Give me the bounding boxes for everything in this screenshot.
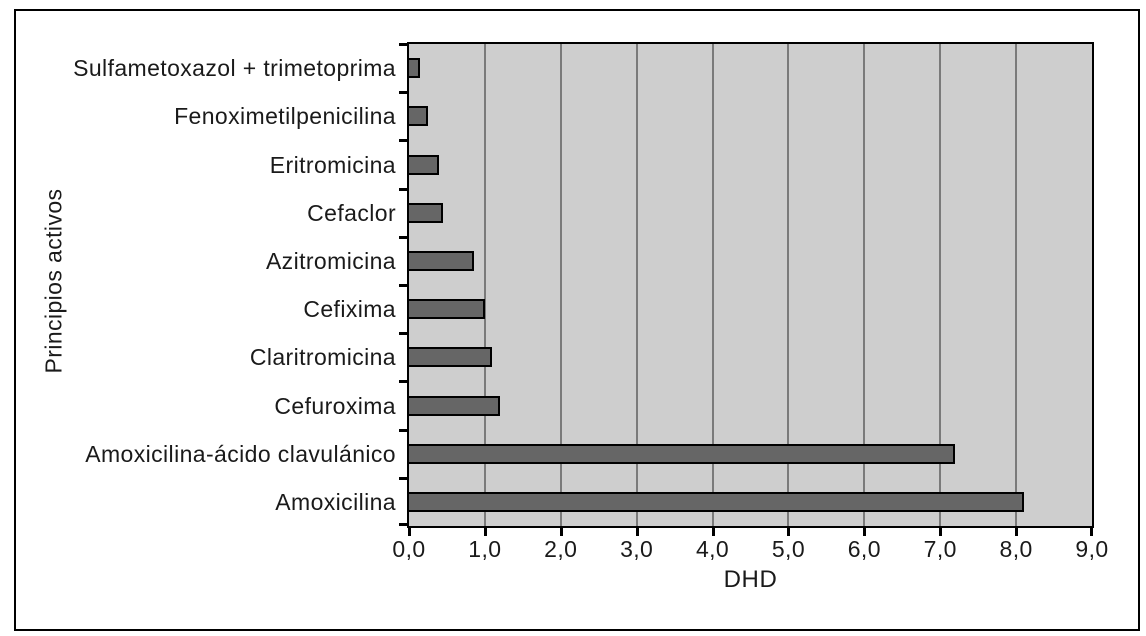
x-tick-label: 4,0 [695, 536, 730, 562]
bar-1 [407, 58, 421, 79]
major-gridline [1015, 44, 1018, 526]
category-label: Amoxicilina-ácido clavulánico [85, 440, 396, 467]
bar-6 [407, 299, 485, 320]
major-gridline [483, 44, 486, 526]
y-axis-tick [399, 523, 407, 526]
x-axis-tick [408, 528, 411, 536]
plot-area [399, 42, 1094, 536]
bar-7 [407, 347, 493, 368]
x-tick-label: 6,0 [847, 536, 881, 562]
x-tick-label: 7,0 [923, 536, 957, 562]
y-axis-tick [399, 332, 407, 336]
x-axis-tick [559, 528, 563, 536]
category-label: Cefixima [303, 296, 396, 323]
x-tick-label: 1,0 [468, 536, 502, 562]
x-tick-label: 8,0 [999, 536, 1033, 562]
y-axis-title: Principios activos [40, 188, 67, 374]
y-axis-tick [399, 91, 407, 95]
x-axis-tick [635, 528, 639, 536]
y-axis-tick [399, 139, 407, 143]
x-tick-label: 2,0 [544, 536, 578, 562]
y-axis-tick [399, 187, 407, 191]
category-label: Claritromicina [249, 344, 396, 371]
y-axis-tick [399, 476, 407, 480]
bar-10 [407, 491, 1024, 512]
x-axis-tick [483, 528, 487, 536]
x-axis-tick [1015, 528, 1019, 536]
bar-5 [407, 250, 474, 271]
x-tick-label: 9,0 [1075, 536, 1109, 562]
bar-9 [407, 443, 956, 464]
category-label: Sulfametoxazol + trimetoprima [73, 55, 396, 82]
x-tick-label: 0,0 [392, 536, 426, 562]
bar-4 [407, 202, 444, 223]
x-axis-tick [787, 528, 791, 536]
major-gridline [939, 44, 942, 526]
y-axis-tick [399, 235, 407, 239]
category-label: Azitromicina [265, 247, 396, 274]
major-gridline [787, 44, 790, 526]
x-axis-tick [1090, 528, 1093, 536]
major-gridline [559, 44, 562, 526]
bar-3 [407, 154, 440, 175]
x-axis-tick [863, 528, 867, 536]
category-label: Cefuroxima [274, 392, 396, 419]
bar-8 [407, 395, 501, 416]
y-axis-tick [399, 380, 407, 384]
y-axis-tick [399, 428, 407, 432]
category-label: Cefaclor [307, 199, 396, 226]
category-label: Fenoximetilpenicilina [174, 103, 396, 130]
category-label: Amoxicilina [275, 488, 396, 515]
category-label: Eritromicina [269, 151, 396, 178]
x-axis-title: DHD [723, 566, 778, 593]
y-axis-tick [399, 43, 407, 46]
x-tick-label: 3,0 [620, 536, 654, 562]
x-tick-label: 5,0 [771, 536, 806, 562]
x-axis-tick [711, 528, 715, 536]
major-gridline [635, 44, 638, 526]
y-axis-tick [399, 284, 407, 287]
x-axis-tick [939, 528, 943, 536]
major-gridline [863, 44, 866, 526]
major-gridline [711, 44, 714, 526]
bar-2 [407, 106, 428, 127]
